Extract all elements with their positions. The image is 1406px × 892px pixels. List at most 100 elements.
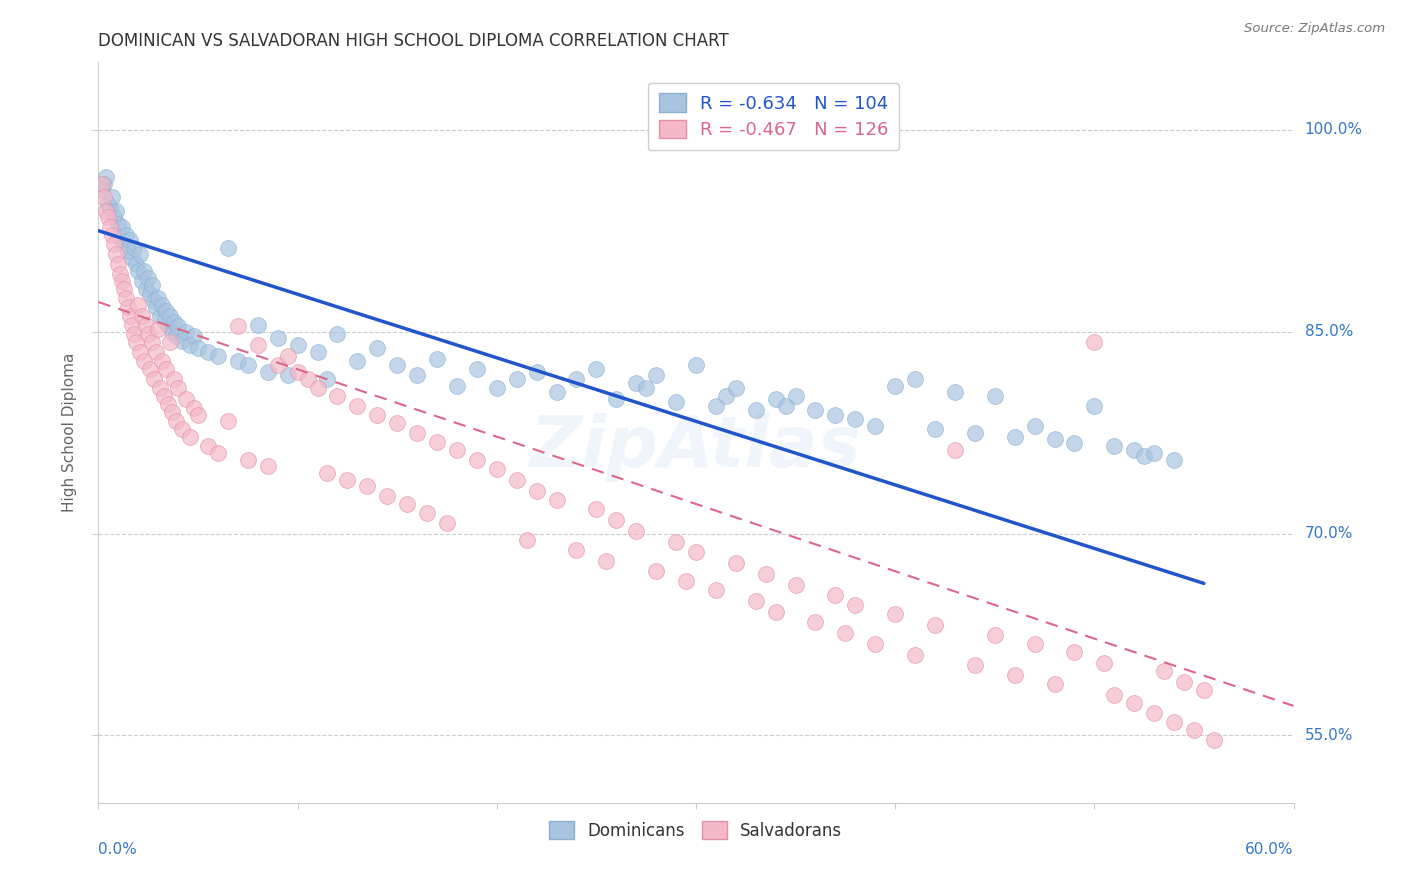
Point <box>336 473 359 487</box>
Point <box>246 318 269 332</box>
Point <box>366 341 388 355</box>
Point <box>145 344 167 359</box>
Point <box>724 556 747 570</box>
Text: 100.0%: 100.0% <box>1305 122 1362 137</box>
Point <box>1104 688 1126 702</box>
Point <box>884 378 907 392</box>
Point <box>963 658 986 673</box>
Point <box>174 392 197 406</box>
Point <box>287 338 309 352</box>
Point <box>316 372 339 386</box>
Point <box>546 492 568 507</box>
Point <box>226 319 249 334</box>
Point <box>526 483 548 498</box>
Point <box>316 466 339 480</box>
Point <box>526 365 548 379</box>
Point <box>93 190 115 204</box>
Text: 60.0%: 60.0% <box>1246 842 1294 856</box>
Point <box>1104 439 1126 453</box>
Point <box>277 368 299 382</box>
Point <box>406 368 429 382</box>
Point <box>585 362 607 376</box>
Point <box>155 362 177 376</box>
Point <box>115 227 138 242</box>
Point <box>155 304 177 318</box>
Point <box>179 338 201 352</box>
Point <box>163 315 186 329</box>
Point <box>485 381 508 395</box>
Point <box>685 545 707 559</box>
Point <box>834 626 856 640</box>
Point <box>217 413 239 427</box>
Point <box>134 264 156 278</box>
Point <box>149 381 172 395</box>
Point <box>675 574 697 588</box>
Point <box>426 351 449 366</box>
Point <box>605 513 627 527</box>
Point <box>1133 449 1156 463</box>
Point <box>665 534 688 549</box>
Point <box>157 318 180 332</box>
Point <box>107 257 129 271</box>
Point <box>506 473 529 487</box>
Point <box>139 287 162 301</box>
Point <box>226 354 249 368</box>
Point <box>1173 674 1195 689</box>
Point <box>565 542 588 557</box>
Point <box>1083 399 1105 413</box>
Point <box>105 246 128 260</box>
Point <box>98 201 122 215</box>
Point <box>246 338 269 352</box>
Point <box>136 270 159 285</box>
Point <box>91 177 114 191</box>
Point <box>91 183 114 197</box>
Point <box>1043 433 1066 447</box>
Point <box>1143 446 1166 460</box>
Text: 0.0%: 0.0% <box>98 842 138 856</box>
Point <box>765 605 787 619</box>
Point <box>436 516 458 530</box>
Point <box>153 389 176 403</box>
Point <box>785 389 807 403</box>
Point <box>197 344 219 359</box>
Point <box>157 397 180 411</box>
Point <box>426 435 449 450</box>
Point <box>120 233 142 247</box>
Point <box>824 408 846 422</box>
Text: DOMINICAN VS SALVADORAN HIGH SCHOOL DIPLOMA CORRELATION CHART: DOMINICAN VS SALVADORAN HIGH SCHOOL DIPL… <box>98 32 730 50</box>
Point <box>865 637 887 651</box>
Point <box>984 627 1007 641</box>
Point <box>103 237 125 252</box>
Point <box>785 578 807 592</box>
Point <box>745 594 768 608</box>
Point <box>1024 418 1046 433</box>
Point <box>595 553 617 567</box>
Point <box>139 362 162 376</box>
Point <box>112 282 135 296</box>
Point <box>197 439 219 453</box>
Point <box>346 354 368 368</box>
Point <box>685 359 707 373</box>
Point <box>165 328 187 343</box>
Point <box>385 416 409 430</box>
Point <box>135 318 157 332</box>
Point <box>565 372 588 386</box>
Point <box>307 381 329 395</box>
Point <box>645 368 668 382</box>
Point <box>307 344 329 359</box>
Point <box>346 399 368 413</box>
Point <box>1143 706 1166 720</box>
Point <box>172 334 194 348</box>
Point <box>187 341 209 355</box>
Point <box>236 452 259 467</box>
Point <box>129 344 152 359</box>
Text: 70.0%: 70.0% <box>1305 526 1353 541</box>
Point <box>1063 436 1085 450</box>
Point <box>121 318 143 332</box>
Point <box>366 408 388 422</box>
Point <box>111 273 134 287</box>
Point <box>127 298 149 312</box>
Point <box>115 291 138 305</box>
Point <box>256 459 278 474</box>
Point <box>110 267 132 281</box>
